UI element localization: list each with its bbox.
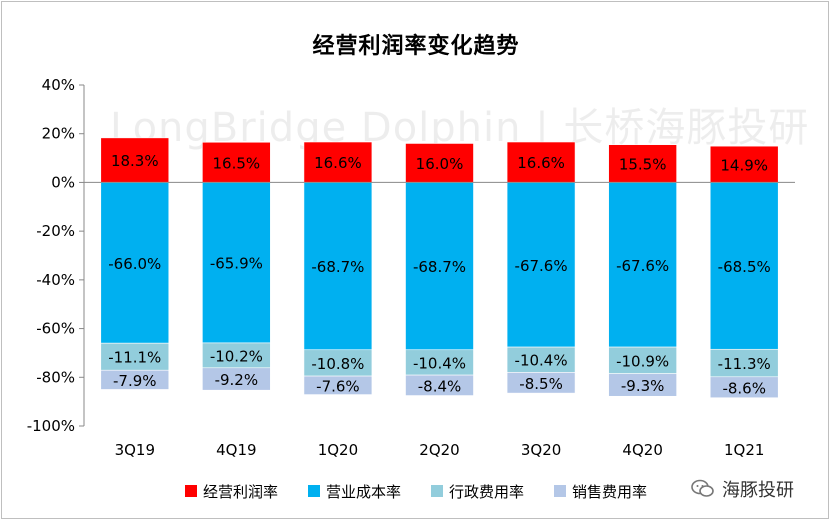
bar-segment xyxy=(100,182,170,344)
data-label: -67.6% xyxy=(515,257,568,275)
chart-legend: 经营利润率 营业成本率 行政费用率 销售费用率 xyxy=(185,480,677,502)
legend-swatch xyxy=(185,485,197,497)
bar-segment xyxy=(506,346,576,373)
data-label: -68.5% xyxy=(718,258,771,276)
legend-swatch xyxy=(554,485,567,497)
bar-segment xyxy=(303,141,373,183)
x-tick-label: 4Q20 xyxy=(622,441,662,459)
y-tick-label: 0% xyxy=(51,173,75,191)
legend-label: 营业成本率 xyxy=(326,482,402,501)
data-label: 16.6% xyxy=(314,154,362,172)
bar-segment xyxy=(608,373,677,397)
data-label: -65.9% xyxy=(210,255,263,273)
y-tick-label: -20% xyxy=(36,222,75,240)
bar-segment xyxy=(608,144,677,183)
chart-title: 经营利润率变化趋势 xyxy=(312,34,520,59)
bar-segment xyxy=(405,143,474,183)
y-tick-label: 20% xyxy=(42,125,75,143)
bar-segment xyxy=(405,349,474,376)
y-tick-label: 40% xyxy=(42,76,75,94)
x-tick-label: 3Q19 xyxy=(115,441,155,459)
bar-segment xyxy=(506,372,576,394)
data-label: -10.8% xyxy=(311,355,364,373)
data-label: 16.5% xyxy=(213,154,261,172)
bar-segment xyxy=(100,342,170,371)
legend-label: 销售费用率 xyxy=(572,482,648,501)
legend-label: 经营利润率 xyxy=(203,482,279,501)
legend-item: 经营利润率 xyxy=(185,481,278,502)
data-label: -11.1% xyxy=(108,349,161,367)
brand-signature: 海豚投研 xyxy=(690,476,794,502)
data-label: -10.2% xyxy=(210,347,263,365)
wechat-icon xyxy=(691,479,714,497)
bar-segment xyxy=(506,182,576,348)
bar-segment xyxy=(405,182,474,351)
x-tick-label: 1Q21 xyxy=(724,441,764,459)
y-tick-label: -60% xyxy=(36,320,75,338)
legend-item: 行政费用率 xyxy=(431,481,524,502)
bar-segment xyxy=(608,182,677,348)
legend-item: 营业成本率 xyxy=(308,481,401,502)
x-tick-label: 1Q20 xyxy=(318,441,358,459)
bar-segment xyxy=(709,348,779,378)
data-label: -67.6% xyxy=(616,257,669,275)
bar-segment xyxy=(709,376,779,399)
legend-swatch xyxy=(431,485,444,497)
bar-segment xyxy=(202,367,271,391)
data-label: -9.2% xyxy=(215,371,259,389)
data-label: -9.3% xyxy=(621,377,665,395)
legend-label: 行政费用率 xyxy=(449,482,525,501)
data-label: -10.4% xyxy=(515,352,568,370)
data-label: -11.3% xyxy=(718,355,771,373)
data-label: -10.9% xyxy=(616,352,669,370)
data-label: -68.7% xyxy=(413,258,466,276)
bar-segment xyxy=(100,137,170,183)
y-tick-label: -80% xyxy=(36,368,75,386)
y-tick-label: -100% xyxy=(27,417,75,435)
y-tick-label: -40% xyxy=(36,271,75,289)
data-label: -7.6% xyxy=(316,377,360,395)
data-label: 16.6% xyxy=(517,154,565,172)
bar-segment xyxy=(405,374,474,396)
bar-segment xyxy=(202,141,271,183)
bar-segment xyxy=(303,182,373,351)
x-tick-label: 4Q19 xyxy=(216,441,256,459)
brand-label: 海豚投研 xyxy=(722,480,794,501)
data-label: 18.3% xyxy=(111,152,159,170)
data-label: 16.0% xyxy=(416,155,464,173)
data-label: -8.5% xyxy=(519,375,563,393)
bar-segment xyxy=(100,369,170,390)
data-label: 14.9% xyxy=(720,156,768,174)
x-tick-label: 2Q20 xyxy=(419,441,459,459)
data-label: -8.4% xyxy=(418,377,462,395)
data-label: -68.7% xyxy=(311,258,364,276)
bar-segment xyxy=(202,182,271,344)
data-label: -10.4% xyxy=(413,354,466,372)
bar-segment xyxy=(202,342,271,369)
data-label: 15.5% xyxy=(619,156,667,174)
data-label: -66.0% xyxy=(108,255,161,273)
bar-segment xyxy=(303,375,373,395)
x-tick-label: 3Q20 xyxy=(521,441,561,459)
data-label: -8.6% xyxy=(722,379,766,397)
legend-item: 销售费用率 xyxy=(554,481,647,502)
bar-segment xyxy=(608,346,677,374)
data-label: -7.9% xyxy=(113,372,157,390)
legend-swatch xyxy=(308,485,321,497)
